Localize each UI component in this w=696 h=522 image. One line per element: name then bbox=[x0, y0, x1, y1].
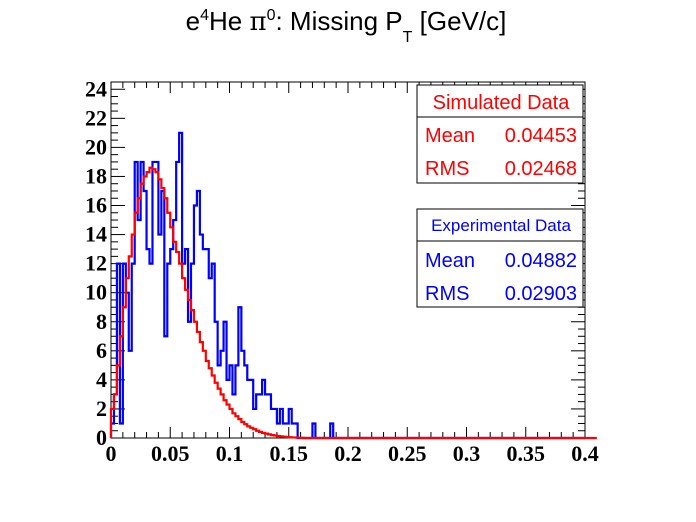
x-tick-label: 0.05 bbox=[151, 441, 190, 466]
y-tick-label: 18 bbox=[85, 163, 107, 188]
title-rest: : Missing P bbox=[275, 6, 402, 36]
x-tick-label: 0.3 bbox=[453, 441, 481, 466]
stats-box-experimental-frame bbox=[416, 208, 584, 308]
y-tick-label: 14 bbox=[85, 222, 107, 247]
y-tick-label: 6 bbox=[96, 338, 107, 363]
x-tick-label: 0.15 bbox=[270, 441, 309, 466]
series-simulated-histogram bbox=[109, 166, 597, 440]
series-layer bbox=[109, 131, 597, 440]
y-tick-label: 0 bbox=[96, 425, 107, 450]
stats-box-experimental-mean-label: Mean bbox=[425, 250, 475, 272]
x-tick-label: 0.1 bbox=[216, 441, 244, 466]
x-tick-label: 0.2 bbox=[334, 441, 362, 466]
chart-title: e4He π0: Missing PT [GeV/c] bbox=[186, 6, 507, 46]
y-tick-label: 10 bbox=[85, 280, 107, 305]
x-tick-label: 0.4 bbox=[571, 441, 599, 466]
stats-box-experimental-rms-label: RMS bbox=[425, 283, 469, 305]
title-e: e bbox=[186, 6, 200, 36]
title-unit: [GeV/c] bbox=[412, 6, 506, 36]
stats-box-experimental: Experimental Data Mean 0.04882 RMS 0.029… bbox=[416, 208, 584, 308]
stats-box-simulated-rms-label: RMS bbox=[425, 158, 469, 180]
x-tick-label: 0 bbox=[106, 441, 117, 466]
stats-box-simulated-mean-value: 0.04453 bbox=[505, 125, 577, 147]
stats-box-simulated-frame bbox=[416, 84, 584, 184]
stats-box-experimental-title: Experimental Data bbox=[431, 216, 571, 235]
x-tick-label: 0.35 bbox=[507, 441, 546, 466]
title-he: He bbox=[209, 6, 249, 36]
y-tick-label: 4 bbox=[96, 367, 107, 392]
y-tick-label: 12 bbox=[85, 251, 107, 276]
y-tick-label: 22 bbox=[85, 105, 107, 130]
x-axis-tick-labels: 0 0.05 0.1 0.15 0.2 0.25 0.3 0.35 0.4 bbox=[106, 441, 599, 466]
x-tick-label: 0.25 bbox=[388, 441, 427, 466]
stats-box-experimental-mean-value: 0.04882 bbox=[505, 250, 577, 272]
stats-box-simulated-mean-label: Mean bbox=[425, 125, 475, 147]
stats-box-simulated-rms-value: 0.02468 bbox=[505, 158, 577, 180]
y-tick-label: 20 bbox=[85, 134, 107, 159]
stats-box-simulated: Simulated Data Mean 0.04453 RMS 0.02468 bbox=[416, 84, 584, 184]
title-superscript-4: 4 bbox=[200, 7, 209, 24]
stats-box-simulated-title: Simulated Data bbox=[433, 92, 571, 114]
stats-box-experimental-rms-value: 0.02903 bbox=[505, 283, 577, 305]
y-tick-label: 8 bbox=[96, 309, 107, 334]
title-subscript-t: T bbox=[403, 29, 413, 46]
y-tick-label: 16 bbox=[85, 193, 107, 218]
y-tick-label: 24 bbox=[85, 76, 107, 101]
title-superscript-0: 0 bbox=[267, 7, 276, 24]
title-pi: π bbox=[249, 7, 266, 37]
y-tick-label: 2 bbox=[96, 396, 107, 421]
